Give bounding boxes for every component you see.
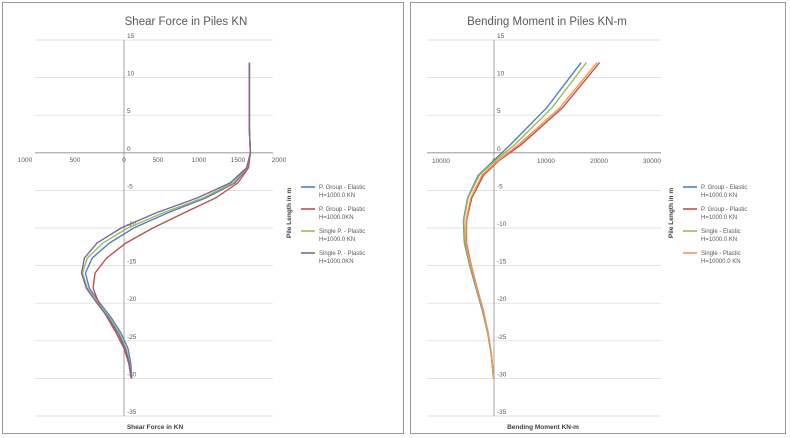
y-tick-label: -5 [127, 183, 133, 190]
y-tick-label: -10 [497, 221, 507, 228]
x-tick-label: 2000 [272, 157, 287, 164]
series-line-3 [463, 62, 587, 379]
legend-label: H=1000.0KN [319, 215, 354, 221]
legend-label: Single - Elastic [701, 229, 741, 235]
legend-label: Single P. - Plastic [319, 229, 365, 235]
y-tick-label: 10 [497, 71, 505, 78]
y-tick-label: -35 [497, 409, 507, 416]
series-line-4 [80, 62, 252, 379]
y-tick-label: 15 [497, 33, 505, 40]
y-tick-label: -30 [497, 371, 507, 378]
legend-label: H=1000.0 KN [319, 193, 355, 199]
bending-moment-chart-panel: 15 10 5 0 -5 -10 -15 -20 -25 -30 -35 10000 0 10000 200… [410, 2, 786, 434]
chart-title: Bending Moment in Piles KN-m [467, 16, 627, 28]
y-tick-label: -5 [497, 183, 503, 190]
y-tick-label: 10 [127, 71, 135, 78]
legend-label: H=1000.0 KN [319, 237, 355, 243]
legend-label: P. Group - Elastic [319, 185, 365, 191]
legend-label: H=1000.0KN [319, 259, 354, 265]
y-tick-label: 0 [497, 146, 501, 153]
series-line-3 [81, 62, 252, 379]
shear-force-chart-panel: 15 10 5 0 -5 -10 -15 -20 -25 -30 -35 1000 500 0 500 100… [2, 2, 404, 434]
legend-label: Single P. - Plastic [319, 251, 365, 257]
legend-label: P. Group - Elastic [701, 185, 747, 191]
legend-label: H=10000.0 KN [701, 259, 741, 265]
series-line-1 [462, 62, 582, 379]
y-tick-label: -20 [127, 296, 137, 303]
x-tick-label: 0 [122, 157, 126, 164]
x-tick-label: 10000 [432, 158, 450, 165]
x-tick-label: 500 [153, 157, 164, 164]
legend-label: P. Group - Plastic [319, 207, 365, 213]
legend-label: Single - Plastic [701, 251, 741, 257]
x-axis-label: Bending Moment KN-m [507, 424, 579, 431]
y-tick-label: -35 [127, 409, 137, 416]
y-tick-label: 15 [127, 33, 135, 40]
y-axis-label: Pile Length in m [286, 188, 293, 238]
chart-title: Shear Force in Piles KN [125, 16, 248, 28]
legend-label: P. Group - Plastic [701, 207, 747, 213]
y-tick-label: 0 [127, 146, 131, 153]
x-tick-label: 20000 [590, 158, 608, 165]
x-tick-label: 500 [70, 157, 81, 164]
x-tick-label: 1000 [18, 157, 33, 164]
y-tick-label: -15 [127, 259, 137, 266]
legend-label: H=1000.0 KN [701, 193, 737, 199]
x-tick-label: 30000 [643, 158, 661, 165]
y-tick-label: 5 [497, 108, 501, 115]
x-tick-label: 1000 [192, 157, 207, 164]
series-line-2 [92, 62, 252, 379]
y-tick-label: -25 [127, 334, 137, 341]
series-line-4 [465, 62, 598, 379]
y-tick-label: 5 [127, 108, 131, 115]
legend-label: H=1000.0 KN [701, 237, 737, 243]
y-tick-label: -15 [497, 259, 507, 266]
legend-label: H=1000.0 KN [701, 215, 737, 221]
y-tick-label: -25 [497, 334, 507, 341]
y-tick-label: -10 [127, 221, 137, 228]
y-tick-label: -20 [497, 296, 507, 303]
y-axis-label: Pile Length in m [668, 188, 675, 238]
x-tick-label: 1500 [231, 157, 246, 164]
x-axis-label: Shear Force in KN [127, 424, 184, 431]
x-tick-label: 10000 [537, 158, 555, 165]
